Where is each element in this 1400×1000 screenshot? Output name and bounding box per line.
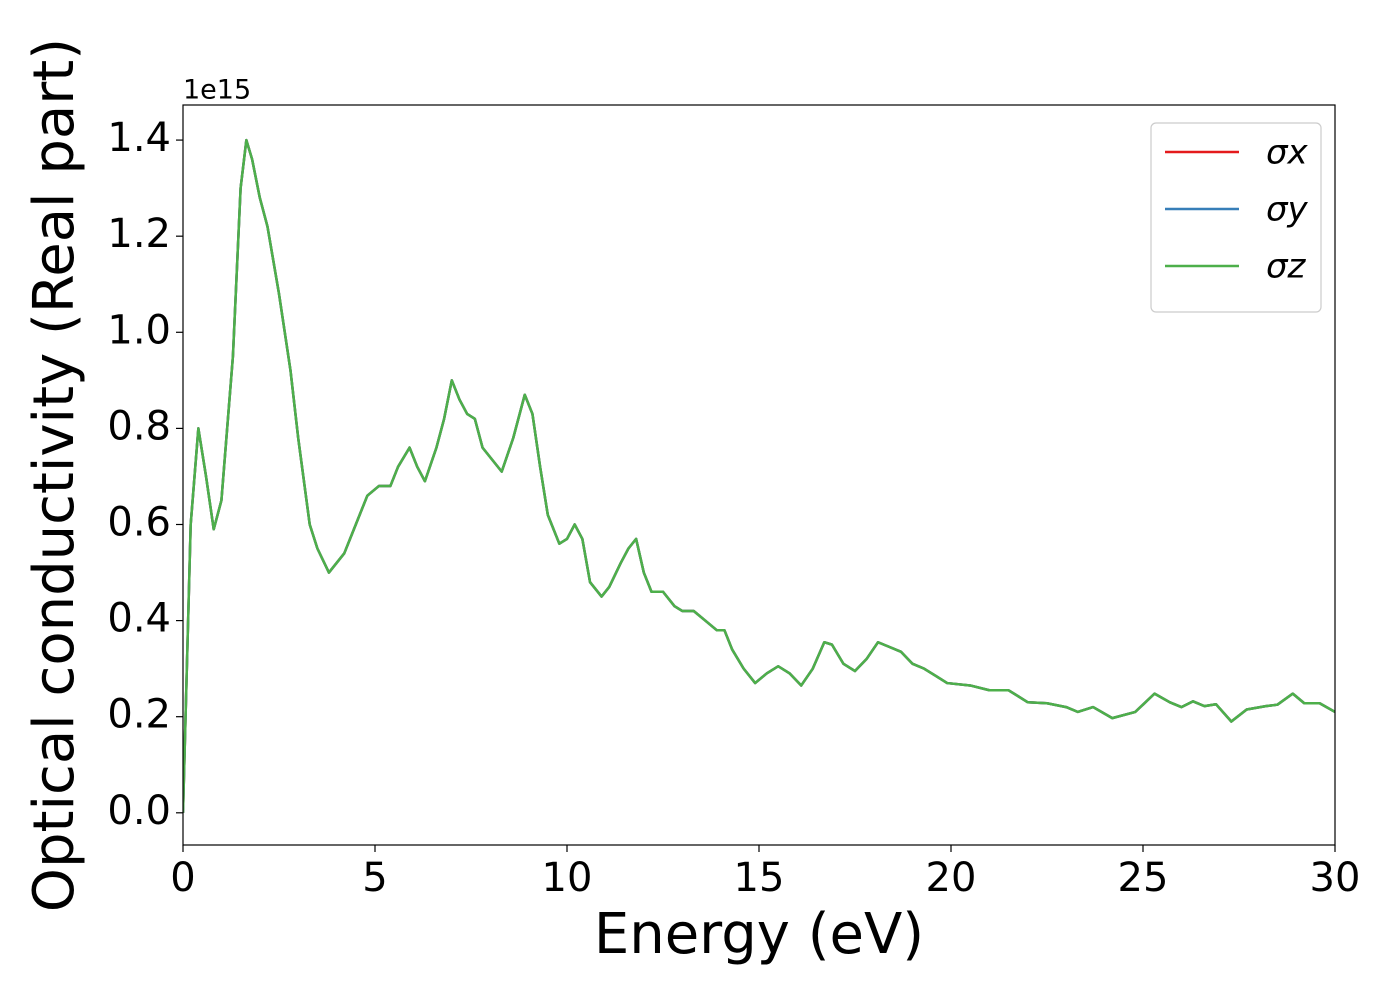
y-tick-label: 0.4 xyxy=(107,596,171,642)
y-tick-label: 1.4 xyxy=(107,115,171,161)
x-tick-label: 0 xyxy=(170,855,195,901)
x-tick-label: 5 xyxy=(362,855,387,901)
y-tick-label: 1.0 xyxy=(107,307,171,353)
y-tick-label: 0.8 xyxy=(107,403,171,449)
legend-label: σx xyxy=(1266,133,1309,173)
x-axis-label: Energy (eV) xyxy=(594,902,924,967)
y-axis-label: Optical conductivity (Real part) xyxy=(22,38,87,912)
series-line xyxy=(183,138,1335,813)
y-tick-label: 0.2 xyxy=(107,692,171,738)
y-tick-label: 0.0 xyxy=(107,788,171,834)
y-tick-label: 1.2 xyxy=(107,211,171,257)
x-tick-label: 20 xyxy=(926,855,977,901)
x-tick-label: 25 xyxy=(1118,855,1169,901)
plot-frame xyxy=(182,104,1336,846)
legend-label: σz xyxy=(1266,247,1307,287)
x-tick-label: 30 xyxy=(1310,855,1361,901)
legend-label: σy xyxy=(1266,190,1309,230)
y-tick-label: 0.6 xyxy=(107,499,171,545)
x-tick-label: 10 xyxy=(542,855,593,901)
x-tick-label: 15 xyxy=(734,855,785,901)
y-offset-label: 1e15 xyxy=(183,75,251,106)
